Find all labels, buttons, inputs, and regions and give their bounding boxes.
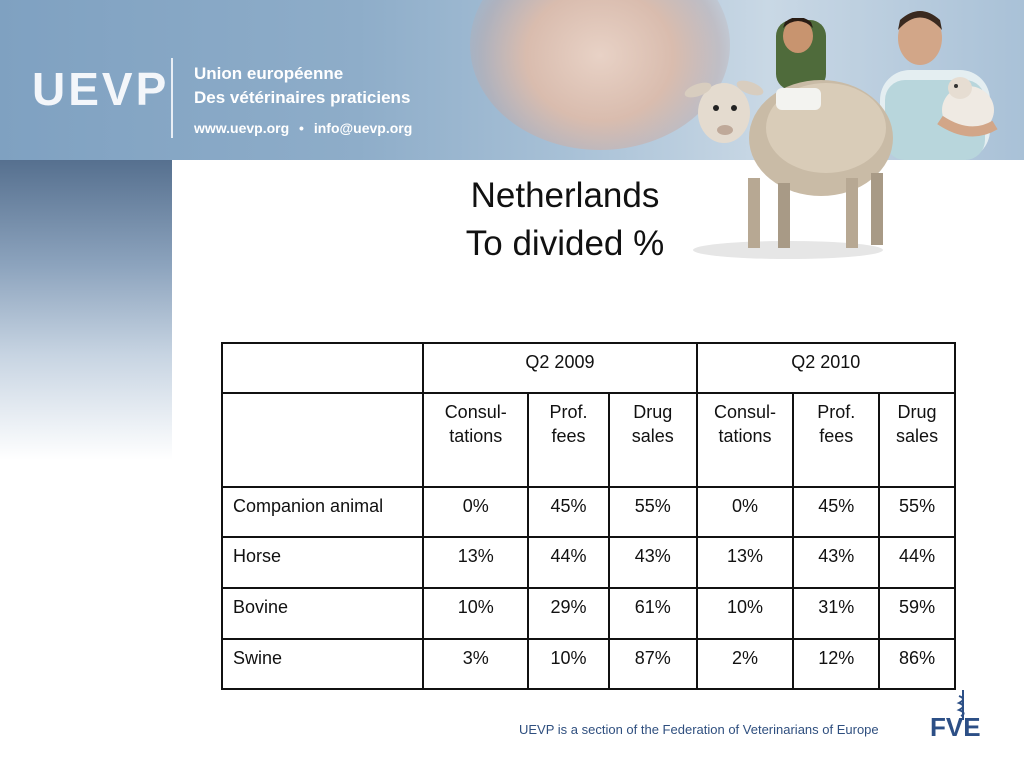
- header-banner: UEVP Union européenne Des vétérinaires p…: [0, 0, 1024, 160]
- left-gradient-band: [0, 160, 172, 460]
- table-cell: 29%: [527, 587, 610, 640]
- table-cell: 0%: [422, 486, 530, 538]
- org-name-line1: Union européenne: [194, 64, 344, 83]
- email-link[interactable]: info@uevp.org: [313, 120, 413, 136]
- logo-divider: [171, 58, 173, 138]
- table-cell: 13%: [695, 536, 795, 589]
- column-header: Drug sales: [607, 392, 698, 488]
- table-cell: 2%: [695, 638, 795, 690]
- table-cell: 59%: [878, 587, 956, 640]
- table-cell: 55%: [878, 486, 956, 538]
- table-row: Bovine 10% 29% 61% 10% 31% 59%: [220, 587, 956, 640]
- table-cell: 10%: [527, 638, 610, 690]
- column-header: Consul-tations: [695, 392, 795, 488]
- row-label: Swine: [220, 638, 425, 690]
- table-cell: 10%: [695, 587, 795, 640]
- org-name-line2: Des vétérinaires praticiens: [194, 88, 411, 107]
- table-row: Companion animal 0% 45% 55% 0% 45% 55%: [220, 486, 956, 538]
- table-cell: 31%: [792, 587, 881, 640]
- table-cell: 44%: [527, 536, 610, 589]
- fve-logo: FVE: [930, 690, 981, 738]
- table-cell: 61%: [607, 587, 698, 640]
- row-label: Bovine: [220, 587, 425, 640]
- column-header: Drug sales: [878, 392, 956, 488]
- column-header: Prof. fees: [527, 392, 610, 488]
- website-link[interactable]: www.uevp.org: [194, 120, 290, 136]
- row-label: Horse: [220, 536, 425, 589]
- title-subtitle: To divided %: [465, 224, 665, 263]
- footer-text: UEVP is a section of the Federation of V…: [519, 722, 879, 737]
- table-cell: 55%: [607, 486, 698, 538]
- period-header-q2-2009: Q2 2009: [422, 342, 698, 394]
- table-cell: 43%: [607, 536, 698, 589]
- period-header-q2-2010: Q2 2010: [695, 342, 957, 394]
- row-label: Companion animal: [220, 486, 425, 538]
- table-cell: 44%: [878, 536, 956, 589]
- table-cell: 13%: [422, 536, 530, 589]
- column-header: Consul-tations: [422, 392, 530, 488]
- table-subheader-empty: [220, 392, 425, 488]
- table-corner-cell: [220, 342, 425, 394]
- vet-with-dog-photo: [880, 11, 998, 160]
- table-row: Horse 13% 44% 43% 13% 43% 44%: [220, 536, 956, 589]
- table-header-row-categories: Consul-tations Prof. fees Drug sales Consu…: [220, 392, 956, 488]
- table-cell: 12%: [792, 638, 881, 690]
- table-cell: 3%: [422, 638, 530, 690]
- contact-separator: •: [299, 120, 304, 136]
- sheep-with-vet-photo: [684, 18, 893, 259]
- table-cell: 0%: [695, 486, 795, 538]
- table-header-row-periods: Q2 2009 Q2 2010: [220, 342, 957, 394]
- table-row: Swine 3% 10% 87% 2% 12% 86%: [220, 638, 956, 690]
- table-cell: 43%: [792, 536, 881, 589]
- table-cell: 45%: [527, 486, 610, 538]
- fee-distribution-table: Q2 2009 Q2 2010 Consul-tations Prof. fees…: [220, 342, 957, 690]
- uevp-logo: UEVP: [32, 63, 170, 115]
- table-cell: 87%: [607, 638, 698, 690]
- column-header: Prof. fees: [792, 392, 881, 488]
- contact-info: www.uevp.org • info@uevp.org: [194, 120, 418, 136]
- table-cell: 45%: [792, 486, 881, 538]
- table-cell: 86%: [878, 638, 956, 690]
- slide-title: Netherlands To divided %: [420, 172, 710, 268]
- table-cell: 10%: [422, 587, 530, 640]
- svg-text:FVE: FVE: [930, 712, 981, 738]
- title-country: Netherlands: [470, 176, 660, 215]
